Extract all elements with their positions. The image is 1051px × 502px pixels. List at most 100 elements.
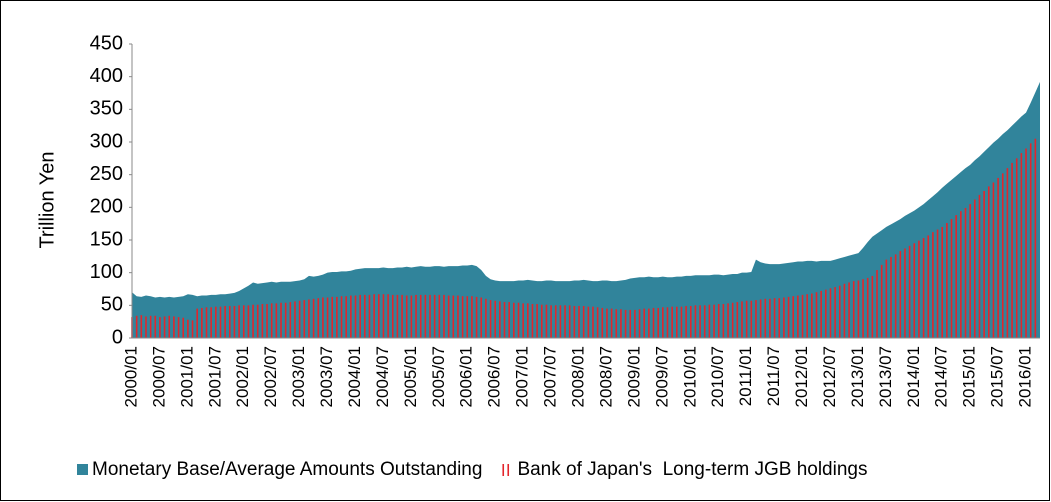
bar: [755, 300, 757, 338]
bar: [419, 294, 422, 338]
legend-label: Monetary Base/Average Amounts Outstandin…: [92, 459, 482, 480]
bar: [471, 296, 473, 338]
bar: [1015, 158, 1018, 338]
bar: [345, 296, 347, 338]
bar: [848, 282, 850, 338]
x-tick-label: 2007/01: [513, 346, 532, 407]
x-tick-label: 2009/01: [624, 346, 643, 407]
bar: [950, 219, 953, 338]
bar: [615, 309, 618, 338]
x-tick-label: 2000/07: [149, 346, 168, 407]
x-tick-label: 2004/07: [373, 346, 392, 407]
bar: [932, 232, 934, 338]
y-tick-label: 400: [90, 65, 123, 87]
bar: [722, 304, 725, 338]
legend-marker: [77, 464, 88, 475]
bar: [210, 307, 212, 338]
bar: [778, 298, 781, 338]
bar: [596, 307, 599, 338]
bar: [350, 295, 352, 338]
bar: [703, 305, 706, 338]
bar: [443, 294, 445, 338]
bar: [215, 306, 217, 338]
x-tick-label: 2001/07: [205, 346, 224, 407]
bar: [871, 275, 874, 338]
x-tick-label: 2003/01: [289, 346, 308, 407]
y-tick-label: 0: [112, 326, 123, 348]
bar: [447, 295, 450, 338]
bar: [689, 305, 692, 338]
bar: [829, 288, 832, 338]
bar: [489, 300, 492, 338]
bar: [201, 307, 203, 338]
bar: [960, 211, 962, 338]
bar: [256, 304, 259, 338]
bar: [452, 295, 455, 338]
bar: [275, 303, 278, 338]
bar: [554, 305, 557, 338]
x-tick-label: 2006/07: [485, 346, 504, 407]
bar: [438, 294, 441, 338]
y-tick-label: 300: [90, 130, 123, 152]
bar: [252, 304, 254, 338]
bar: [550, 305, 552, 338]
bar: [648, 308, 650, 338]
x-tick-label: 2014/07: [932, 346, 951, 407]
x-tick-label: 2010/01: [680, 346, 699, 407]
bar: [955, 215, 957, 338]
bar: [322, 297, 324, 338]
bar: [825, 289, 827, 338]
x-tick-label: 2002/01: [233, 346, 252, 407]
x-tick-label: 2015/07: [988, 346, 1007, 407]
bar: [545, 304, 548, 338]
y-axis-label: Trillion Yen: [36, 151, 58, 248]
bar: [838, 285, 841, 338]
bar: [1029, 143, 1032, 338]
bar: [494, 300, 496, 338]
bar: [573, 305, 576, 338]
bar: [801, 294, 804, 338]
bar: [531, 304, 534, 338]
bar: [340, 296, 343, 338]
bar: [606, 308, 608, 338]
x-tick-label: 2000/01: [121, 346, 140, 407]
bar: [946, 223, 948, 338]
bar: [745, 300, 748, 338]
bar: [974, 199, 976, 338]
bar: [820, 290, 822, 338]
bar: [587, 306, 590, 338]
bar: [620, 309, 622, 338]
bar: [396, 294, 399, 338]
bar: [368, 294, 371, 338]
bar: [559, 305, 562, 338]
bar: [792, 296, 795, 338]
bar: [997, 177, 999, 338]
bar: [373, 294, 375, 338]
bar: [680, 306, 683, 338]
bar: [736, 302, 739, 338]
bar: [741, 301, 743, 338]
bar: [433, 294, 436, 338]
x-tick-label: 2004/01: [345, 346, 364, 407]
x-tick-label: 2003/07: [317, 346, 336, 407]
legend-label: Bank of Japan's Long-term JGB holdings: [517, 459, 867, 480]
bar: [1011, 162, 1013, 338]
bar: [187, 319, 189, 338]
bar: [657, 307, 659, 338]
bar: [475, 296, 478, 338]
bar: [815, 292, 818, 338]
bar: [517, 302, 520, 338]
x-tick-label: 2014/01: [904, 346, 923, 407]
bar: [303, 300, 306, 338]
bar: [918, 240, 920, 338]
bar: [764, 298, 767, 338]
bar: [699, 305, 701, 338]
bar: [578, 305, 580, 338]
bar: [783, 297, 785, 338]
bar: [685, 305, 687, 338]
bar: [191, 320, 194, 338]
bar: [154, 315, 157, 338]
bar: [610, 308, 613, 338]
bar: [424, 294, 427, 338]
bar: [173, 316, 175, 338]
